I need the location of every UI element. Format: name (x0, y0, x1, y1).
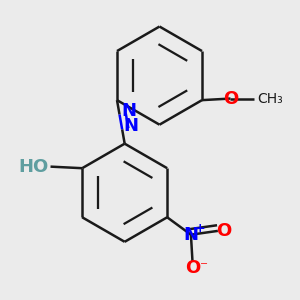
Text: HO: HO (19, 158, 49, 175)
Text: N: N (124, 116, 139, 134)
Text: O: O (185, 259, 200, 277)
Text: N: N (121, 102, 136, 120)
Text: O: O (216, 222, 231, 240)
Text: CH₃: CH₃ (257, 92, 283, 106)
Text: ⁻: ⁻ (200, 259, 208, 274)
Text: N: N (183, 226, 198, 244)
Text: O: O (223, 90, 238, 108)
Text: +: + (194, 223, 205, 236)
